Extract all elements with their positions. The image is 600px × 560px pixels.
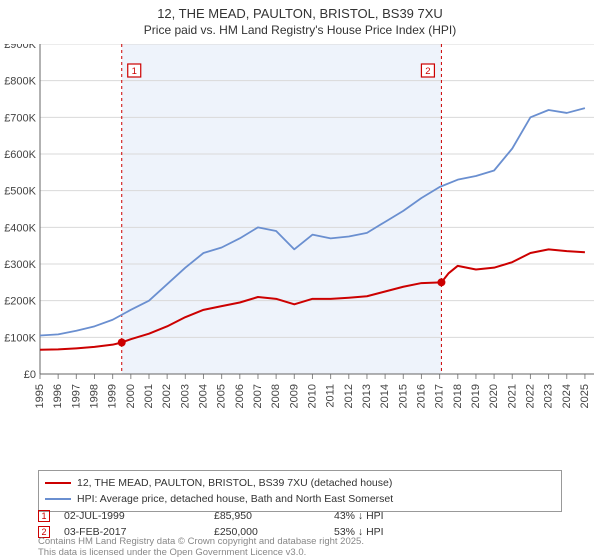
svg-text:1995: 1995 bbox=[34, 384, 46, 408]
svg-text:2010: 2010 bbox=[306, 384, 318, 408]
svg-text:2009: 2009 bbox=[288, 384, 300, 408]
chart-area: £0 £100K £200K £300K £400K £500K £600K £700K £80… bbox=[0, 44, 600, 424]
svg-text:2022: 2022 bbox=[524, 384, 536, 408]
chart-title-address: 12, THE MEAD, PAULTON, BRISTOL, BS39 7XU bbox=[0, 6, 600, 23]
svg-text:2020: 2020 bbox=[488, 384, 500, 408]
legend-swatch-price-paid bbox=[45, 482, 71, 485]
svg-text:2014: 2014 bbox=[379, 384, 391, 408]
svg-text:2018: 2018 bbox=[452, 384, 464, 408]
svg-text:2003: 2003 bbox=[179, 384, 191, 408]
svg-text:2000: 2000 bbox=[125, 384, 137, 408]
svg-text:£300K: £300K bbox=[4, 259, 36, 271]
transaction-row-1: 1 02-JUL-1999 £85,950 43% ↓ HPI bbox=[38, 508, 454, 524]
svg-text:2006: 2006 bbox=[234, 384, 246, 408]
chart-title-subtitle: Price paid vs. HM Land Registry's House … bbox=[0, 23, 600, 39]
svg-text:2001: 2001 bbox=[143, 384, 155, 408]
svg-text:2016: 2016 bbox=[415, 384, 427, 408]
transaction-date-1: 02-JUL-1999 bbox=[64, 510, 214, 522]
svg-text:2021: 2021 bbox=[506, 384, 518, 408]
svg-text:2: 2 bbox=[425, 66, 430, 77]
svg-text:2011: 2011 bbox=[325, 384, 337, 408]
legend-row-hpi: HPI: Average price, detached house, Bath… bbox=[45, 491, 555, 507]
svg-text:£100K: £100K bbox=[4, 332, 36, 344]
svg-text:2013: 2013 bbox=[361, 384, 373, 408]
legend-label-hpi: HPI: Average price, detached house, Bath… bbox=[77, 493, 393, 505]
svg-text:2017: 2017 bbox=[434, 384, 446, 408]
svg-text:£700K: £700K bbox=[4, 112, 36, 124]
svg-text:2015: 2015 bbox=[397, 384, 409, 408]
svg-text:2005: 2005 bbox=[216, 384, 228, 408]
transaction-price-1: £85,950 bbox=[214, 510, 334, 522]
footer-line1: Contains HM Land Registry data © Crown c… bbox=[38, 537, 364, 547]
legend-label-price-paid: 12, THE MEAD, PAULTON, BRISTOL, BS39 7XU… bbox=[77, 477, 392, 489]
legend-row-price-paid: 12, THE MEAD, PAULTON, BRISTOL, BS39 7XU… bbox=[45, 475, 555, 491]
footer-attribution: Contains HM Land Registry data © Crown c… bbox=[38, 537, 364, 558]
svg-text:2008: 2008 bbox=[270, 384, 282, 408]
svg-text:2024: 2024 bbox=[561, 384, 573, 408]
legend-box: 12, THE MEAD, PAULTON, BRISTOL, BS39 7XU… bbox=[38, 470, 562, 512]
svg-text:2019: 2019 bbox=[470, 384, 482, 408]
svg-text:1998: 1998 bbox=[88, 384, 100, 408]
svg-text:1996: 1996 bbox=[52, 384, 64, 408]
svg-text:£900K: £900K bbox=[4, 44, 36, 51]
svg-text:1: 1 bbox=[132, 66, 137, 77]
transaction-pct-1: 43% ↓ HPI bbox=[334, 510, 454, 522]
svg-text:2025: 2025 bbox=[579, 384, 591, 408]
svg-text:2012: 2012 bbox=[343, 384, 355, 408]
svg-text:2023: 2023 bbox=[543, 384, 555, 408]
svg-text:£0: £0 bbox=[24, 369, 36, 381]
footer-line2: This data is licensed under the Open Gov… bbox=[38, 548, 364, 558]
svg-text:£400K: £400K bbox=[4, 222, 36, 234]
svg-text:£200K: £200K bbox=[4, 296, 36, 308]
svg-text:£600K: £600K bbox=[4, 149, 36, 161]
svg-text:2004: 2004 bbox=[197, 384, 209, 408]
svg-text:1999: 1999 bbox=[107, 384, 119, 408]
chart-svg: £0 £100K £200K £300K £400K £500K £600K £700K £80… bbox=[0, 44, 600, 424]
svg-text:£800K: £800K bbox=[4, 76, 36, 88]
svg-text:£500K: £500K bbox=[4, 186, 36, 198]
svg-text:1997: 1997 bbox=[70, 384, 82, 408]
chart-title-block: 12, THE MEAD, PAULTON, BRISTOL, BS39 7XU… bbox=[0, 0, 600, 38]
svg-text:2007: 2007 bbox=[252, 384, 264, 408]
svg-text:2002: 2002 bbox=[161, 384, 173, 408]
legend-swatch-hpi bbox=[45, 498, 71, 500]
transaction-badge-1: 1 bbox=[38, 510, 50, 522]
